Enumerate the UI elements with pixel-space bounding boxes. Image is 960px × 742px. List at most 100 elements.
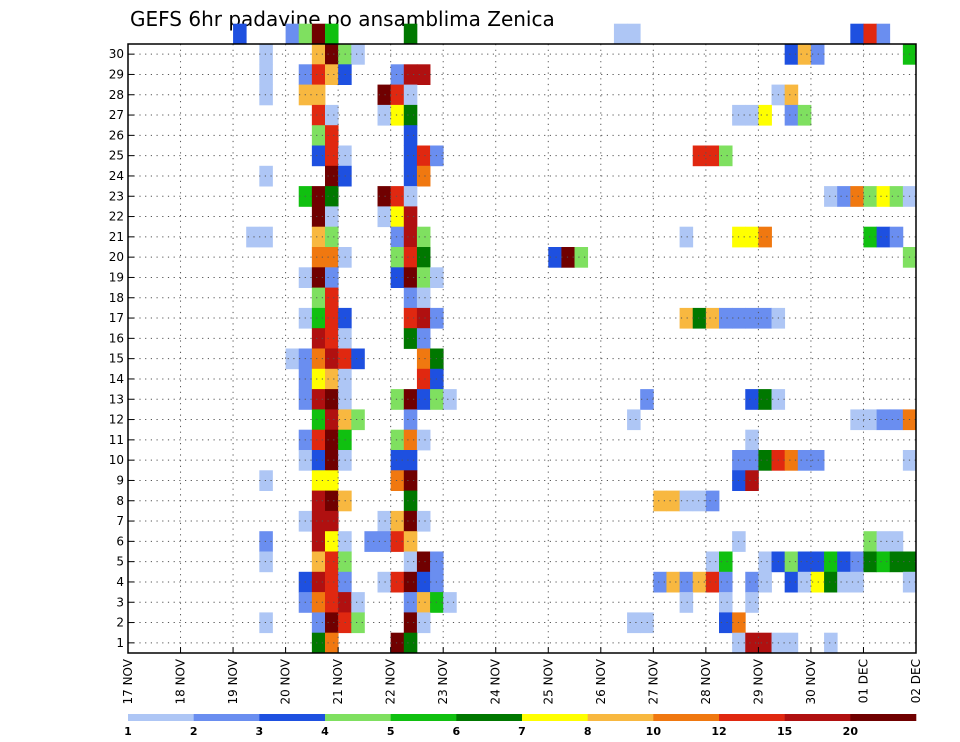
- heatmap-cell: [325, 409, 339, 431]
- heatmap-cell: [298, 23, 313, 45]
- heatmap-cell: [311, 531, 326, 552]
- heatmap-cell: [325, 307, 339, 329]
- legend-label: 15: [777, 725, 792, 738]
- heatmap-cell: [876, 551, 891, 573]
- heatmap-cell: [259, 165, 273, 187]
- heatmap-cell: [403, 409, 418, 431]
- heatmap-cell: [325, 531, 339, 552]
- heatmap-cell: [390, 84, 405, 106]
- heatmap-cell: [325, 328, 339, 349]
- x-axis-ticks: 17 NOV 18 NOV 19 NOV 20 NOV 21 NOV 22 NOV 23 N…: [121, 647, 923, 705]
- heatmap-cell: [403, 206, 418, 228]
- heatmap-cell: [259, 226, 273, 248]
- y-tick-label: 3: [116, 595, 124, 609]
- heatmap-cell: [325, 429, 339, 451]
- heatmap-cell: [351, 409, 365, 431]
- heatmap-cell: [889, 551, 904, 573]
- heatmap-cell: [889, 409, 904, 431]
- heatmap-cell: [390, 510, 405, 532]
- heatmap-cell: [745, 470, 759, 491]
- heatmap-cell: [416, 368, 431, 390]
- heatmap-cell: [403, 571, 418, 593]
- heatmap-cell: [403, 510, 418, 532]
- heatmap-cell: [416, 571, 431, 593]
- heatmap-cell: [705, 571, 720, 593]
- heatmap-cell: [351, 592, 365, 613]
- y-tick-label: 19: [109, 270, 124, 284]
- y-tick-label: 16: [109, 331, 124, 345]
- heatmap-cell: [311, 409, 326, 431]
- heatmap-cell: [863, 551, 877, 573]
- x-tick-label: 01 DEC: [856, 659, 870, 703]
- heatmap-cell: [390, 206, 405, 228]
- heatmap-cell: [613, 23, 628, 45]
- heatmap-cell: [311, 571, 326, 593]
- y-tick-label: 18: [109, 291, 124, 305]
- chart-title: GEFS 6hr padavine po ansamblima Zenica: [130, 7, 555, 31]
- x-tick-label: 18 NOV: [174, 658, 188, 704]
- legend-label: 5: [387, 725, 395, 738]
- heatmap-cell: [325, 44, 339, 65]
- x-tick-label: 19 NOV: [226, 658, 240, 704]
- heatmap-cell: [377, 186, 392, 207]
- y-tick-label: 24: [109, 169, 124, 183]
- heatmap-cell: [627, 409, 641, 431]
- heatmap-cell: [745, 571, 759, 593]
- heatmap-cell: [311, 145, 326, 167]
- legend-label: 12: [711, 725, 726, 738]
- heatmap-cell: [311, 328, 326, 349]
- heatmap-cell: [403, 551, 418, 573]
- heatmap-cell: [784, 450, 799, 471]
- x-tick-label: 30 NOV: [804, 658, 818, 704]
- heatmap-cell: [325, 490, 339, 512]
- legend-color-swatch: [456, 714, 523, 721]
- heatmap-cell: [719, 592, 733, 613]
- heatmap-cell: [679, 571, 694, 593]
- legend-color-swatch: [784, 714, 851, 721]
- x-tick-label: 28 NOV: [699, 658, 713, 704]
- heatmap-cell: [390, 531, 405, 552]
- heatmap-cell: [311, 490, 326, 512]
- heatmap-cell: [246, 226, 260, 248]
- heatmap-cell: [416, 592, 431, 613]
- x-tick-label: 24 NOV: [489, 658, 503, 704]
- heatmap-cell: [403, 632, 418, 654]
- legend-color-swatch: [390, 714, 457, 721]
- heatmap-cell: [285, 348, 300, 370]
- heatmap-cell: [810, 450, 825, 471]
- heatmap-cell: [758, 551, 772, 573]
- y-tick-label: 22: [109, 210, 124, 224]
- legend-label: 20: [843, 725, 859, 738]
- heatmap-cell: [325, 186, 339, 207]
- y-tick-label: 29: [109, 67, 124, 81]
- x-tick-label: 02 DEC: [909, 659, 923, 703]
- heatmap-cell: [416, 307, 431, 329]
- legend-label: 3: [256, 725, 264, 738]
- heatmap-cell: [876, 409, 891, 431]
- heatmap-cell: [403, 247, 418, 268]
- y-tick-label: 7: [116, 514, 124, 528]
- heatmap-cell: [403, 64, 418, 85]
- heatmap-cell: [403, 267, 418, 288]
- heatmap-cell: [403, 125, 418, 146]
- heatmap-cell: [797, 44, 812, 65]
- heatmap-cell: [889, 186, 904, 207]
- x-tick-label: 29 NOV: [751, 658, 765, 704]
- plot-frame: [127, 43, 917, 654]
- legend-label: 1: [124, 725, 132, 738]
- legend-label: 2: [190, 725, 198, 738]
- x-tick-label: 17 NOV: [121, 658, 135, 704]
- heatmap-cell: [745, 450, 759, 471]
- heatmap-cell: [403, 389, 418, 410]
- heatmap-cell: [876, 226, 891, 248]
- heatmap-cell: [311, 104, 326, 126]
- heatmap-cell: [548, 247, 562, 268]
- heatmap-cell: [719, 145, 733, 167]
- heatmap-cell: [758, 104, 772, 126]
- heatmap-cell: [377, 510, 392, 532]
- heatmap-cell: [784, 632, 799, 654]
- heatmap-cell: [679, 226, 694, 248]
- heatmap-cell: [653, 571, 667, 593]
- grid-lines: [128, 44, 916, 653]
- heatmap-cell: [390, 64, 405, 85]
